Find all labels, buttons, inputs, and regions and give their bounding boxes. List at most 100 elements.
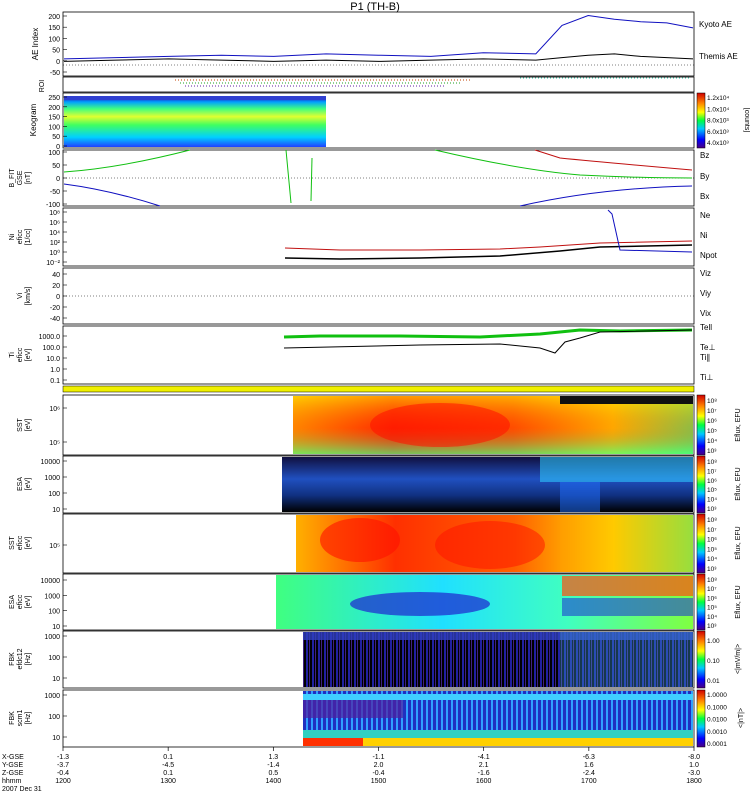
sst1-ytick-label: 10⁶ bbox=[49, 406, 60, 413]
sst2-cbar-ticks: 10⁸ 10⁷ 10⁶ 10⁵ 10⁴ 10³ bbox=[707, 517, 717, 573]
status-bar bbox=[62, 385, 695, 393]
ni-ytick-group: 10⁸ 10⁶ 10⁴ 10² 10⁰ 10⁻² bbox=[46, 210, 67, 267]
ae-series-line-0 bbox=[63, 14, 694, 60]
keogram-cbar-tick: 4.0x10³ bbox=[707, 140, 730, 147]
sst2-ytick-label: 10⁵ bbox=[49, 543, 60, 550]
time-tick-t: 1800 bbox=[686, 778, 702, 785]
esa2-ylabel: ESA bbox=[9, 595, 16, 609]
time-tick-t: 1700 bbox=[581, 778, 597, 785]
legend-by: By bbox=[700, 172, 709, 181]
ni-ylabel3: [1/cc] bbox=[25, 229, 32, 246]
legend-te-perp: Te⊥ bbox=[700, 343, 715, 352]
ni-ne-line bbox=[284, 240, 693, 251]
sst1-cbar-tick: 10³ bbox=[707, 448, 717, 455]
vi-ytick-group: 40 20 0 -20 -40 bbox=[50, 272, 67, 323]
ni-ytick-label: 10⁰ bbox=[49, 249, 60, 257]
sst2-cbar-tick: 10⁸ bbox=[707, 517, 717, 524]
fbk2-ytick-group: 1000 100 10 bbox=[44, 693, 67, 742]
keogram-ylabel: Keogram bbox=[29, 103, 38, 136]
time-axis: X-GSE Y-GSE Z-GSE hhmm 2007 Dec 31 -1.3-… bbox=[2, 747, 702, 793]
ti-ylabel2: eficc bbox=[17, 347, 24, 362]
sst2-cbar-tick: 10⁷ bbox=[707, 527, 717, 534]
fbk2-cbar-ticks: 1.0000 0.1000 0.0100 0.0010 0.0001 bbox=[707, 692, 727, 748]
esa2-cbar-tick: 10⁶ bbox=[707, 595, 717, 602]
ae-series-group bbox=[63, 14, 694, 62]
time-tick-y: 2.0 bbox=[374, 762, 384, 769]
keogram-panel: Keogram 250 200 150 100 50 0 1.2x10⁴ 1.0x10⁴ 8.… bbox=[29, 92, 750, 151]
fbk1-ylabel: FBK bbox=[9, 652, 16, 666]
time-tick-x: -8.0 bbox=[688, 754, 700, 761]
legend-bz: Bz bbox=[700, 151, 709, 160]
bfit-ytick-label: -100 bbox=[46, 202, 60, 209]
ae-ytick-label: 200 bbox=[48, 14, 60, 21]
esa2-ytick-label: 100 bbox=[48, 609, 60, 616]
ti-ytick-label: 0.1 bbox=[50, 378, 60, 385]
sst2-colorbar bbox=[696, 513, 706, 574]
sst2-ylabel2: eficc bbox=[17, 535, 24, 550]
ti-ytick-label: 1000.0 bbox=[39, 334, 61, 341]
fbk1-cbar-ticks: 1.00 0.10 0.01 bbox=[707, 638, 720, 685]
sst1-cbar-tick: 10⁶ bbox=[707, 418, 717, 425]
bfit-panel: B_FIT GSE [nT] 100 50 0 -50 -100 Bz By Bx bbox=[9, 149, 709, 209]
sst2-cbar-tick: 10⁴ bbox=[707, 556, 717, 563]
sst1-cbar-tick: 10⁴ bbox=[707, 438, 717, 445]
fbk2-ytick-label: 1000 bbox=[44, 693, 60, 700]
fbk1-ylabel3: [Hz] bbox=[25, 653, 32, 666]
vi-ytick-label: -20 bbox=[50, 305, 60, 312]
time-tick-y: 1.6 bbox=[584, 762, 594, 769]
esa1-cbar-tick: 10³ bbox=[707, 506, 717, 513]
vi-ytick-label: 0 bbox=[56, 294, 60, 301]
time-tick-z: -3.0 bbox=[688, 770, 700, 777]
ti-ytick-label: 100.0 bbox=[42, 345, 60, 352]
time-tick-z: -0.4 bbox=[372, 770, 384, 777]
fbk2-cbar-tick: 0.1000 bbox=[707, 704, 727, 711]
esa2-cbar-tick: 10⁴ bbox=[707, 614, 717, 621]
keogram-ytick-label: 200 bbox=[48, 105, 60, 112]
legend-viz: Viz bbox=[700, 269, 711, 278]
esa2-ylabel3: [eV] bbox=[25, 596, 32, 609]
legend-viy: Viy bbox=[700, 289, 711, 298]
vi-ytick-label: -40 bbox=[50, 316, 60, 323]
esa1-cbar-tick: 10⁶ bbox=[707, 478, 717, 485]
time-tick-x: 0.1 bbox=[163, 754, 173, 761]
esa1-cbar-tick: 10⁵ bbox=[707, 487, 717, 494]
esa1-cbar-tick: 10⁸ bbox=[707, 459, 717, 466]
time-tick-z: 0.5 bbox=[268, 770, 278, 777]
time-tick-t: 1200 bbox=[55, 778, 71, 785]
sst2-cbar-tick: 10⁵ bbox=[707, 546, 717, 553]
ti-ylabel3: [eV] bbox=[25, 349, 32, 362]
time-tick-z: 0.1 bbox=[163, 770, 173, 777]
axis-label-date: 2007 Dec 31 bbox=[2, 786, 42, 793]
legend-bx: Bx bbox=[700, 192, 709, 201]
esa2-cbar-tick: 10⁵ bbox=[707, 605, 717, 612]
esa2-cbar-tick: 10³ bbox=[707, 623, 717, 630]
vi-panel: Vi [km/s] 40 20 0 -20 -40 Viz Viy Vix bbox=[17, 267, 711, 325]
bfit-ytick-label: 100 bbox=[48, 150, 60, 157]
sst1-colorbar bbox=[696, 394, 706, 456]
time-tick-z: -2.4 bbox=[583, 770, 595, 777]
time-tick-y: -1.4 bbox=[267, 762, 279, 769]
keogram-cbar-tick: 1.0x10⁴ bbox=[707, 106, 730, 113]
fbk1-cbar-tick: 1.00 bbox=[707, 638, 720, 645]
esa1-ytick-group: 10000 1000 100 10 bbox=[41, 459, 67, 514]
fbk1-spectrogram bbox=[303, 632, 693, 687]
esa2-ytick-group: 10000 1000 100 10 bbox=[41, 578, 67, 631]
ni-panel: Ni eficc [1/cc] 10⁸ 10⁶ 10⁴ 10² 10⁰ 10⁻² Ne N… bbox=[9, 207, 718, 267]
sst1-cbar-tick: 10⁵ bbox=[707, 428, 717, 435]
keogram-top-band bbox=[64, 96, 326, 100]
time-tick-x: -4.1 bbox=[478, 754, 490, 761]
bfit-ylabel: B_FIT bbox=[9, 168, 16, 188]
time-tick-t: 1300 bbox=[160, 778, 176, 785]
bfit-bx-line bbox=[63, 183, 693, 207]
ti-panel: Ti eficc [eV] 1000.0 100.0 10.0 1.0 0.1 Tell… bbox=[9, 323, 715, 385]
keogram-ytick-label: 0 bbox=[56, 144, 60, 151]
axis-label-x: X-GSE bbox=[2, 754, 24, 761]
esa2-cbar-ticks: 10⁸ 10⁷ 10⁶ 10⁵ 10⁴ 10³ bbox=[707, 577, 717, 630]
esa1-ytick-label: 1000 bbox=[44, 475, 60, 482]
ni-ytick-label: 10⁸ bbox=[49, 210, 60, 217]
time-tick-x: -1.3 bbox=[57, 754, 69, 761]
sst2-ytick-group: 10⁵ bbox=[49, 543, 67, 550]
ae-ytick-label: 50 bbox=[52, 48, 60, 55]
